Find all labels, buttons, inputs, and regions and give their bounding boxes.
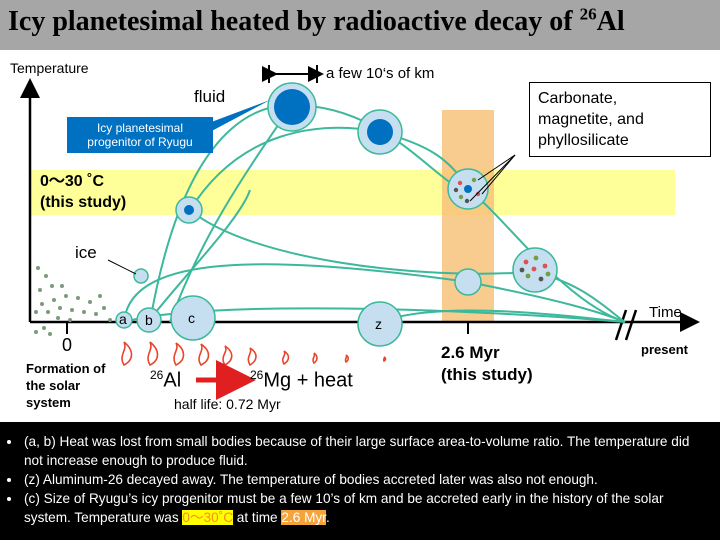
note-item: (a, b) Heat was lost from small bodies b…: [22, 432, 710, 470]
origin-caption-line2: the solar: [26, 378, 81, 393]
curve-b: [123, 263, 626, 323]
curve-d: [189, 209, 626, 323]
origin-caption: Formation of the solar system: [26, 360, 105, 411]
time-marker-label: 2.6 Myr (this study): [441, 342, 533, 386]
al-symbol: Al: [163, 369, 182, 392]
notes-panel: (a, b) Heat was lost from small bodies b…: [0, 422, 720, 540]
mineral-grains: [453, 177, 551, 282]
temperature-band-line2: (this study): [40, 194, 127, 211]
late-body: [454, 268, 482, 296]
half-life-label: half life: 0.72 Myr: [174, 396, 281, 412]
ryugu-line2: progenitor of Ryugu: [87, 135, 193, 149]
dust-particles: [34, 266, 112, 336]
minerals-line3: phyllosilicate: [538, 132, 629, 149]
body-b: [136, 307, 162, 333]
diagram-svg: [20, 65, 700, 400]
ice-pointer: [107, 259, 137, 275]
ryugu-line1: Icy planetesimal: [96, 121, 184, 135]
body-c: [170, 295, 216, 341]
minerals-callout: Carbonate, magnetite, and phyllosilicate: [529, 82, 711, 157]
note-text: at time: [233, 510, 282, 525]
body-b-label: b: [145, 312, 153, 328]
curve-b2: [147, 189, 251, 323]
note-time-highlight: 2.6 Myr: [281, 510, 326, 525]
title-isotope-mass: 26: [579, 4, 597, 24]
mineral-pointer-3: [469, 154, 516, 202]
mg-mass: 26: [250, 368, 264, 382]
body-a-label: a: [119, 311, 127, 327]
altered-core: [464, 185, 472, 193]
size-scale-label: a few 10‘s of km: [326, 65, 435, 82]
axis-break-1: [614, 309, 628, 341]
x-axis-label: Time: [649, 304, 682, 321]
mineral-pointer-1: [477, 154, 516, 181]
curve-a: [123, 307, 626, 323]
time-marker-line2: (this study): [441, 365, 533, 384]
heat-flames: [121, 341, 387, 367]
title-isotope-symbol: Al: [596, 6, 625, 37]
time-marker-line1: 2.6 Myr: [441, 343, 500, 362]
body-c-label: c: [188, 310, 195, 326]
body-z-label: z: [375, 316, 382, 332]
fluid-label: fluid: [194, 87, 226, 106]
note-text: .: [325, 510, 330, 525]
temperature-band-label: 0～30 ˚C (this study): [40, 171, 126, 213]
origin-label: 0: [62, 335, 73, 355]
note-text: (c) Size of Ryugu’s icy progenitor must …: [24, 491, 664, 525]
ice-body: [133, 268, 149, 284]
title-bar: Icy planetesimal heated by radioactive d…: [0, 0, 720, 50]
ryugu-pointer: [206, 100, 270, 134]
cooling-core: [367, 119, 393, 145]
note-item: (c) Size of Ryugu’s icy progenitor must …: [22, 489, 710, 527]
temperature-band-line1: 0～30 ˚C: [40, 173, 105, 190]
fluid-core: [274, 89, 310, 125]
origin-caption-line1: Formation of: [26, 361, 106, 376]
origin-caption-line3: system: [26, 395, 71, 410]
decay-reactant: 26Al: [150, 368, 181, 393]
note-item: (z) Aluminum-26 decayed away. The temper…: [22, 470, 710, 489]
small-fluid-core: [184, 205, 194, 215]
curve-c2: [169, 104, 293, 323]
ryugu-progenitor-label: Icy planetesimal progenitor of Ryugu: [67, 117, 213, 153]
mg-symbol: Mg + heat: [263, 369, 353, 392]
ice-label: ice: [75, 243, 97, 262]
title-text: Icy planetesimal heated by radioactive d…: [8, 6, 580, 37]
note-temp-highlight: 0～30˚C: [182, 510, 234, 525]
mineral-pointer-2: [481, 154, 516, 195]
curve-z: [379, 309, 626, 323]
axis-break-2: [624, 309, 638, 341]
temperature-band: [30, 170, 675, 215]
body-a: [115, 311, 133, 329]
decay-product: 26Mg + heat: [250, 368, 353, 393]
body-z: [357, 301, 403, 347]
present-label: present: [641, 342, 688, 357]
minerals-line2: magnetite, and: [538, 111, 644, 128]
slide-title: Icy planetesimal heated by radioactive d…: [8, 6, 625, 38]
al-mass: 26: [150, 368, 164, 382]
notes-list: (a, b) Heat was lost from small bodies b…: [0, 422, 720, 527]
y-axis-label: Temperature: [10, 60, 89, 76]
minerals-line1: Carbonate,: [538, 90, 618, 107]
diagram: Temperature Time 0 Formation of the sola…: [0, 50, 720, 422]
